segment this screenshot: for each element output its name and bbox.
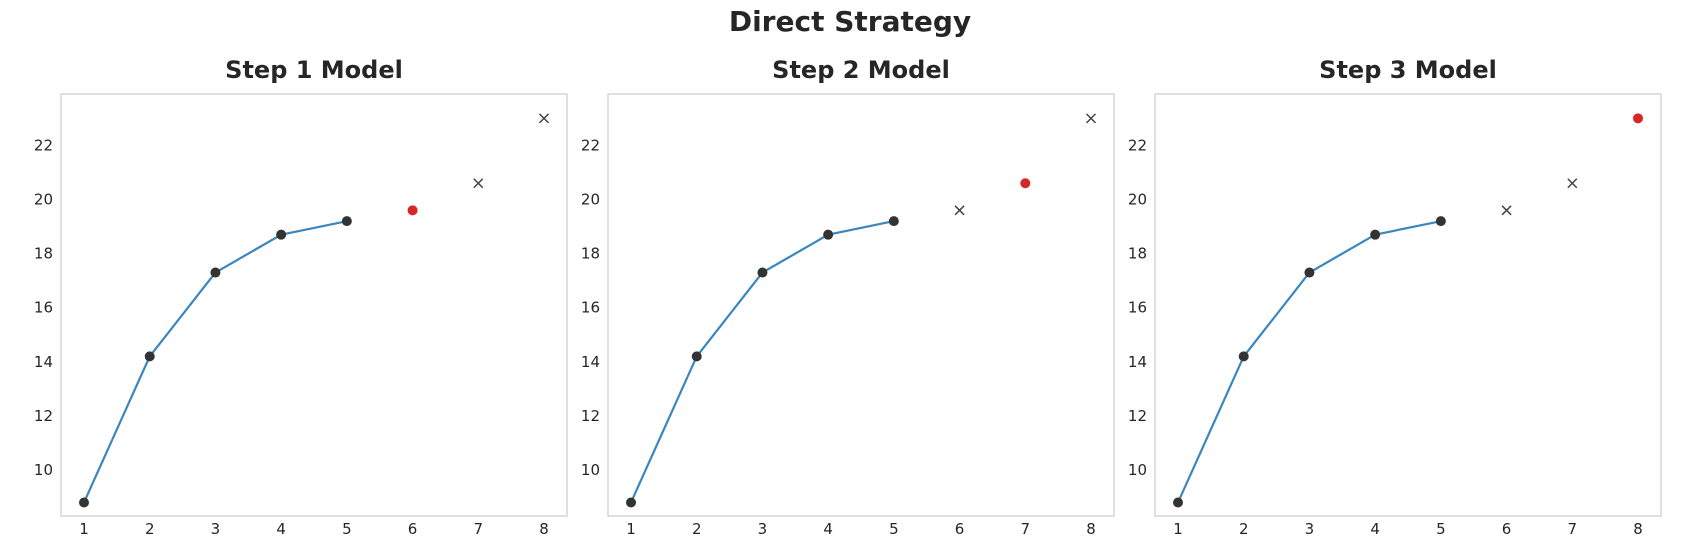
- history-point: [1173, 497, 1183, 508]
- plot-frame: [607, 93, 1115, 517]
- history-point: [341, 216, 352, 227]
- panel-title: Step 3 Model: [1319, 56, 1497, 84]
- y-tick-label: 12: [1128, 407, 1147, 425]
- x-tick-label: 1: [79, 520, 89, 538]
- y-tick-label: 10: [34, 461, 53, 479]
- history-point: [210, 267, 221, 278]
- history-point: [1370, 229, 1381, 240]
- x-tick-label: 3: [211, 520, 221, 538]
- history-point: [626, 497, 636, 508]
- x-tick-label: 4: [823, 520, 833, 538]
- x-tick-label: 4: [276, 520, 286, 538]
- x-tick-label: 3: [758, 520, 768, 538]
- x-tick-label: 6: [1502, 520, 1512, 538]
- plot-frame: [60, 93, 568, 517]
- history-point: [144, 351, 155, 362]
- plot-frame: [1154, 93, 1662, 517]
- future-point: [1567, 178, 1578, 189]
- x-tick-label: 6: [955, 520, 965, 538]
- history-point: [1304, 267, 1315, 278]
- history-point: [757, 267, 768, 278]
- future-point: [1501, 205, 1512, 216]
- y-tick-label: 18: [34, 245, 53, 263]
- x-tick-label: 1: [626, 520, 636, 538]
- x-tick-label: 7: [1568, 520, 1578, 538]
- y-tick-label: 12: [34, 407, 53, 425]
- x-tick-label: 2: [145, 520, 155, 538]
- panel-title: Step 2 Model: [772, 56, 950, 84]
- y-tick-label: 14: [581, 353, 600, 371]
- x-tick-label: 2: [1239, 520, 1249, 538]
- x-tick-label: 4: [1370, 520, 1380, 538]
- x-tick-label: 5: [889, 520, 899, 538]
- y-tick-label: 14: [1128, 353, 1147, 371]
- y-tick-label: 20: [34, 191, 53, 209]
- y-tick-label: 16: [581, 299, 600, 317]
- y-tick-label: 20: [1128, 191, 1147, 209]
- history-point: [691, 351, 702, 362]
- x-tick-label: 6: [408, 520, 418, 538]
- history-point: [888, 216, 899, 227]
- x-tick-label: 2: [692, 520, 702, 538]
- prediction-point: [1633, 113, 1643, 124]
- y-tick-label: 20: [581, 191, 600, 209]
- history-point: [1435, 216, 1446, 227]
- prediction-point: [407, 205, 418, 216]
- y-tick-label: 12: [581, 407, 600, 425]
- y-tick-label: 22: [1128, 136, 1147, 154]
- x-tick-label: 7: [1021, 520, 1031, 538]
- prediction-point: [1020, 178, 1031, 189]
- figure-title: Direct Strategy: [729, 5, 971, 38]
- x-tick-label: 5: [1436, 520, 1446, 538]
- history-point: [276, 229, 287, 240]
- y-tick-label: 18: [1128, 245, 1147, 263]
- future-point: [473, 178, 484, 189]
- history-point: [1238, 351, 1249, 362]
- x-tick-label: 8: [1086, 520, 1096, 538]
- future-point: [1085, 113, 1097, 124]
- panel-title: Step 1 Model: [225, 56, 403, 84]
- y-tick-label: 16: [34, 299, 53, 317]
- future-point: [538, 113, 550, 124]
- y-tick-label: 10: [581, 461, 600, 479]
- y-tick-label: 22: [581, 136, 600, 154]
- x-tick-label: 8: [1633, 520, 1643, 538]
- history-point: [823, 229, 834, 240]
- x-tick-label: 7: [474, 520, 484, 538]
- y-tick-label: 22: [34, 136, 53, 154]
- x-tick-label: 1: [1173, 520, 1183, 538]
- y-tick-label: 10: [1128, 461, 1147, 479]
- history-point: [79, 497, 89, 508]
- y-tick-label: 14: [34, 353, 53, 371]
- y-tick-label: 16: [1128, 299, 1147, 317]
- y-tick-label: 18: [581, 245, 600, 263]
- x-tick-label: 3: [1305, 520, 1315, 538]
- future-point: [954, 205, 965, 216]
- x-tick-label: 5: [342, 520, 352, 538]
- x-tick-label: 8: [539, 520, 549, 538]
